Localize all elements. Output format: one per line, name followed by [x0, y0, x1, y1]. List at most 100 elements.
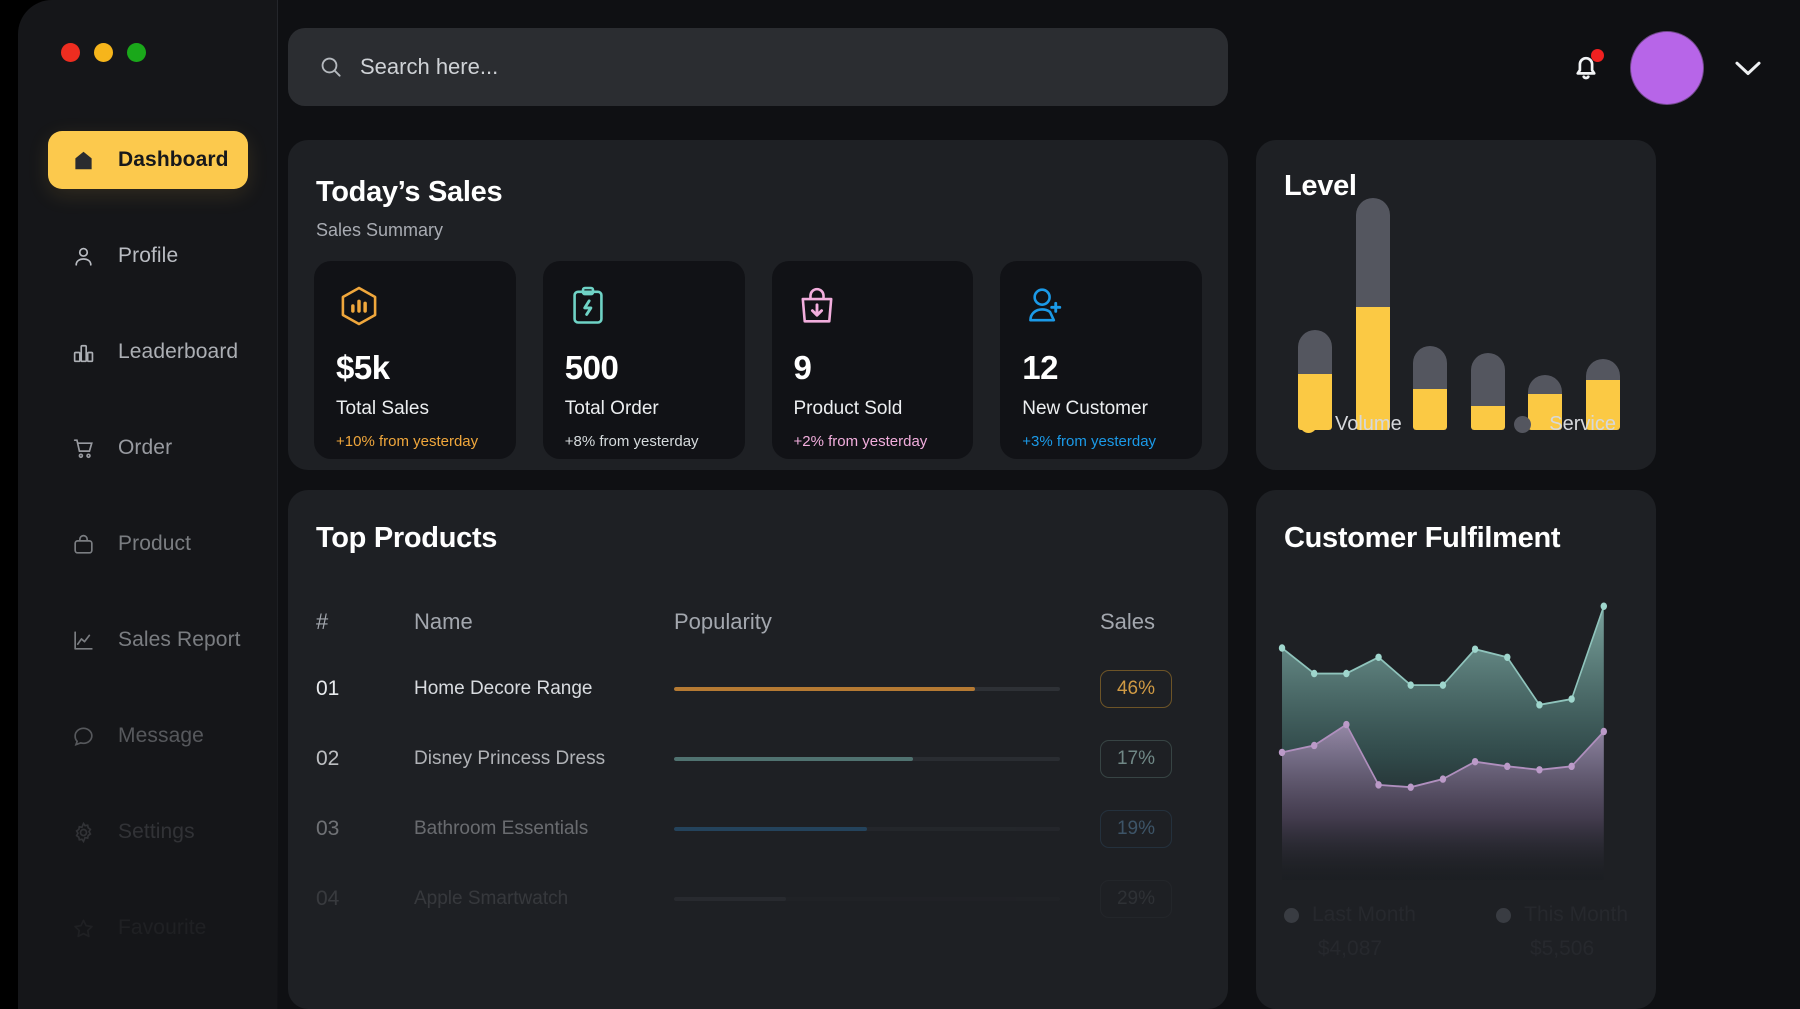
page-title: Today’s Sales: [316, 176, 503, 208]
legend-label: This Month: [1524, 903, 1628, 926]
top-bar: Search here...: [288, 28, 1770, 106]
column-header-popularity: Popularity: [674, 609, 772, 634]
legend-item-volume: Volume: [1300, 413, 1402, 436]
top-products-header: Top Products: [288, 490, 1228, 555]
todays-sales-card: Today’s Sales Sales Summary $5k Total Sa…: [288, 140, 1228, 470]
sidebar-item-favourite[interactable]: Favourite: [48, 899, 248, 957]
legend-dot-this-month: [1496, 907, 1512, 923]
stat-card-list: $5k Total Sales +10% from yesterday 500 …: [314, 261, 1202, 459]
sidebar-item-sales-report[interactable]: Sales Report: [48, 611, 248, 669]
row-name: Bathroom Essentials: [414, 818, 589, 839]
hexagon-chart-icon: [336, 283, 496, 337]
sidebar-item-label: Message: [118, 724, 204, 747]
row-number: 03: [316, 817, 340, 840]
sidebar-item-dashboard[interactable]: Dashboard: [48, 131, 248, 189]
level-bar[interactable]: [1413, 346, 1448, 430]
level-card-header: Level: [1256, 140, 1656, 203]
notification-badge: [1591, 49, 1604, 62]
search-placeholder: Search here...: [360, 54, 499, 79]
sidebar-item-settings[interactable]: Settings: [48, 803, 248, 861]
main-content: Search here...: [278, 0, 1800, 1009]
stat-card-product-sold[interactable]: 9 Product Sold +2% from yesterday: [771, 261, 974, 459]
bag-icon: [70, 531, 96, 557]
sidebar-item-label: Sales Report: [118, 628, 241, 651]
sidebar: Dashboard Profile Lead: [18, 0, 278, 1009]
level-card: Level Volume Service: [1256, 140, 1656, 470]
legend-dot-service: [1514, 416, 1532, 433]
sidebar-item-label: Favourite: [118, 916, 207, 939]
sidebar-item-label: Settings: [118, 820, 195, 843]
level-bar[interactable]: [1355, 197, 1390, 430]
table-row[interactable]: 04 Apple Smartwatch 29%: [316, 868, 1200, 930]
stat-label: Total Sales: [336, 398, 429, 419]
stat-delta: +3% from yesterday: [1022, 433, 1157, 450]
stat-value: 500: [564, 349, 619, 386]
stat-card-new-customer[interactable]: 12 New Customer +3% from yesterday: [1000, 261, 1202, 459]
row-popularity-bar: [674, 897, 1100, 901]
cart-icon: [70, 435, 96, 461]
bag-download-icon: [794, 283, 954, 337]
gear-icon: [70, 819, 96, 845]
status-badge: 29%: [1100, 880, 1172, 918]
close-window-button[interactable]: [61, 43, 80, 62]
sidebar-item-leaderboard[interactable]: Leaderboard: [48, 323, 248, 381]
legend-dot-last-month: [1284, 907, 1299, 923]
chevron-down-icon[interactable]: [1731, 57, 1765, 79]
sidebar-item-profile[interactable]: Profile: [48, 227, 248, 285]
table-row[interactable]: 01 Home Decore Range 46%: [316, 658, 1200, 720]
row-sales: 46%: [1100, 670, 1200, 708]
legend-item-service: Service: [1514, 413, 1616, 436]
sales-card-header: Today’s Sales Sales Summary: [288, 140, 1228, 241]
user-plus-icon: [1022, 283, 1182, 337]
area-series-last-month: [1282, 724, 1604, 880]
notification-bell-button[interactable]: [1569, 49, 1604, 87]
row-popularity-bar: [674, 757, 1100, 761]
chat-icon: [70, 723, 96, 749]
stat-value: $5k: [336, 349, 390, 386]
customer-fulfilment-title: Customer Fulfilment: [1284, 522, 1561, 554]
table-row[interactable]: 02 Disney Princess Dress 17%: [316, 728, 1200, 790]
minimize-window-button[interactable]: [94, 43, 113, 62]
stat-card-total-order[interactable]: 500 Total Order +8% from yesterday: [542, 261, 745, 459]
data-point-group-this-month: [1278, 602, 1608, 709]
level-bar[interactable]: [1585, 359, 1620, 430]
customer-fulfilment-header: Customer Fulfilment: [1256, 490, 1656, 555]
level-bar[interactable]: [1528, 375, 1563, 430]
customer-fulfilment-chart: [1278, 590, 1640, 880]
sidebar-item-label: Profile: [118, 244, 179, 267]
row-sales: 29%: [1100, 880, 1200, 918]
status-badge: 46%: [1100, 670, 1172, 708]
avatar[interactable]: [1631, 32, 1703, 104]
user-icon: [70, 243, 96, 269]
row-popularity-bar: [674, 827, 1100, 831]
level-bar[interactable]: [1470, 353, 1505, 430]
sidebar-item-message[interactable]: Message: [48, 707, 248, 765]
sidebar-item-label: Product: [118, 532, 192, 555]
row-name: Disney Princess Dress: [414, 748, 606, 769]
search-input[interactable]: Search here...: [288, 28, 1228, 106]
top-products-title: Top Products: [316, 522, 498, 554]
sidebar-item-product[interactable]: Product: [48, 515, 248, 573]
legend-dot-volume: [1300, 416, 1317, 433]
window-traffic-lights: [61, 43, 146, 62]
data-point-group-last-month: [1278, 720, 1608, 791]
stat-value: 12: [1022, 349, 1058, 386]
row-name: Home Decore Range: [414, 678, 593, 699]
table-header-row: # Name Popularity Sales: [316, 594, 1200, 650]
row-number: 04: [316, 887, 340, 910]
top-bar-actions: [1569, 30, 1765, 106]
row-popularity-bar: [674, 687, 1100, 691]
customer-fulfilment-legend: Last Month $4,087 This Month $5,506: [1284, 903, 1628, 961]
level-card-title: Level: [1284, 170, 1357, 202]
top-products-card: Top Products # Name Popularity Sales 01 …: [288, 490, 1228, 1009]
stat-delta: +8% from yesterday: [564, 433, 699, 450]
stat-label: Total Order: [564, 398, 659, 419]
maximize-window-button[interactable]: [127, 43, 146, 62]
row-number: 02: [316, 747, 340, 770]
sidebar-item-order[interactable]: Order: [48, 419, 248, 477]
home-icon: [70, 147, 96, 173]
legend-value: $4,087: [1317, 937, 1383, 960]
stat-card-total-sales[interactable]: $5k Total Sales +10% from yesterday: [314, 261, 516, 459]
bar-chart-icon: [70, 339, 96, 365]
table-row[interactable]: 03 Bathroom Essentials 19%: [316, 798, 1200, 860]
